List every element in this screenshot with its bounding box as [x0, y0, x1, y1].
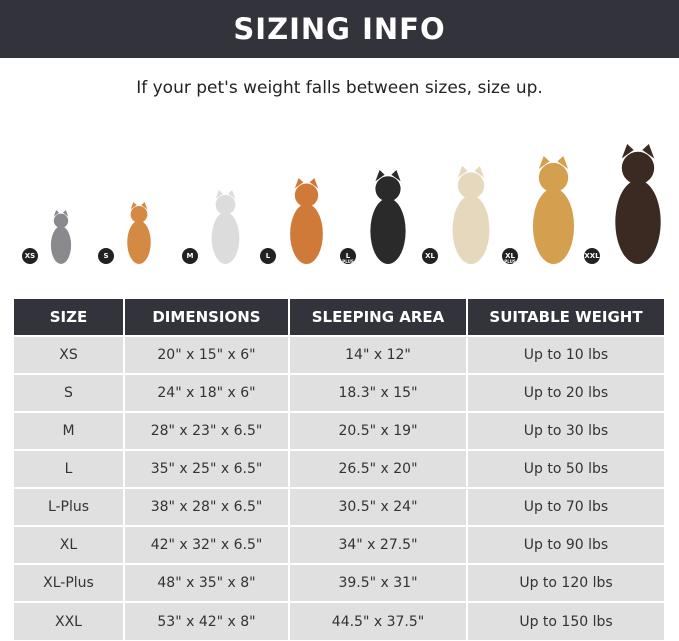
size-badge: L	[260, 248, 276, 264]
cell-sleeping-area: 20.5" x 19"	[289, 411, 468, 450]
pet-image	[50, 210, 72, 264]
cell-sleeping-area: 30.5" x 24"	[289, 487, 468, 526]
cell-weight: Up to 70 lbs	[467, 487, 664, 526]
title-banner: SIZING INFO	[0, 0, 679, 58]
cell-sleeping-area: 44.5" x 37.5"	[289, 601, 468, 640]
table-row: L-Plus 38" x 28" x 6.5" 30.5" x 24" Up to 7…	[14, 487, 664, 526]
cell-sleeping-area: 14" x 12"	[289, 335, 468, 374]
size-badge: S	[98, 248, 114, 264]
cell-weight: Up to 10 lbs	[467, 335, 664, 374]
cell-dimensions: 38" x 28" x 6.5"	[124, 487, 290, 526]
cell-size: L	[14, 449, 125, 488]
cell-size: XXL	[14, 601, 125, 640]
size-badge: M	[182, 248, 198, 264]
table-row: S 24" x 18" x 6" 18.3" x 15" Up to 20 lbs	[14, 373, 664, 412]
cell-sleeping-area: 26.5" x 20"	[289, 449, 468, 488]
size-badge: XL	[422, 248, 438, 264]
pet-image	[615, 144, 661, 264]
table-row: M 28" x 23" x 6.5" 20.5" x 19" Up to 30 lbs	[14, 411, 664, 450]
cell-dimensions: 20" x 15" x 6"	[124, 335, 290, 374]
cell-sleeping-area: 39.5" x 31"	[289, 563, 468, 602]
cell-dimensions: 48" x 35" x 8"	[124, 563, 290, 602]
cell-weight: Up to 90 lbs	[467, 525, 664, 564]
pet-image	[370, 170, 406, 264]
header-size: SIZE	[14, 299, 125, 336]
cell-size: XL-Plus	[14, 563, 125, 602]
cell-size: L-Plus	[14, 487, 125, 526]
table-row: XS 20" x 15" x 6" 14" x 12" Up to 10 lbs	[14, 335, 664, 374]
table-header-row: SIZE DIMENSIONS SLEEPING AREA SUITABLE W…	[14, 299, 664, 336]
size-badge: XL PLUS	[502, 248, 518, 264]
table-row: XL-Plus 48" x 35" x 8" 39.5" x 31" Up to 12…	[14, 563, 664, 602]
cell-weight: Up to 50 lbs	[467, 449, 664, 488]
table-row: XXL 53" x 42" x 8" 44.5" x 37.5" Up to 150 …	[14, 601, 664, 640]
header-dimensions: DIMENSIONS	[124, 299, 290, 336]
cell-weight: Up to 120 lbs	[467, 563, 664, 602]
cell-size: S	[14, 373, 125, 412]
table-row: XL 42" x 32" x 6.5" 34" x 27.5" Up to 90 lb…	[14, 525, 664, 564]
table-row: L 35" x 25" x 6.5" 26.5" x 20" Up to 50 lbs	[14, 449, 664, 488]
cell-weight: Up to 30 lbs	[467, 411, 664, 450]
header-suitable-weight: SUITABLE WEIGHT	[467, 299, 664, 336]
cell-weight: Up to 150 lbs	[467, 601, 664, 640]
pet-image	[290, 178, 323, 264]
cell-dimensions: 35" x 25" x 6.5"	[124, 449, 290, 488]
cell-weight: Up to 20 lbs	[467, 373, 664, 412]
cell-size: M	[14, 411, 125, 450]
cell-size: XL	[14, 525, 125, 564]
sizing-table: SIZE DIMENSIONS SLEEPING AREA SUITABLE W…	[14, 299, 664, 640]
header-sleeping-area: SLEEPING AREA	[289, 299, 468, 336]
cell-dimensions: 24" x 18" x 6"	[124, 373, 290, 412]
cell-dimensions: 42" x 32" x 6.5"	[124, 525, 290, 564]
size-badge: XXL	[584, 248, 600, 264]
cell-sleeping-area: 34" x 27.5"	[289, 525, 468, 564]
pet-image	[532, 156, 575, 264]
pet-image	[127, 202, 151, 264]
cell-dimensions: 53" x 42" x 8"	[124, 601, 290, 640]
subtitle: If your pet's weight falls between sizes…	[136, 78, 543, 98]
cell-size: XS	[14, 335, 125, 374]
cell-sleeping-area: 18.3" x 15"	[289, 373, 468, 412]
size-badge: XS	[22, 248, 38, 264]
cell-dimensions: 28" x 23" x 6.5"	[124, 411, 290, 450]
size-badge: L PLUS	[340, 248, 356, 264]
pet-image	[211, 190, 240, 264]
pet-image	[452, 166, 490, 264]
